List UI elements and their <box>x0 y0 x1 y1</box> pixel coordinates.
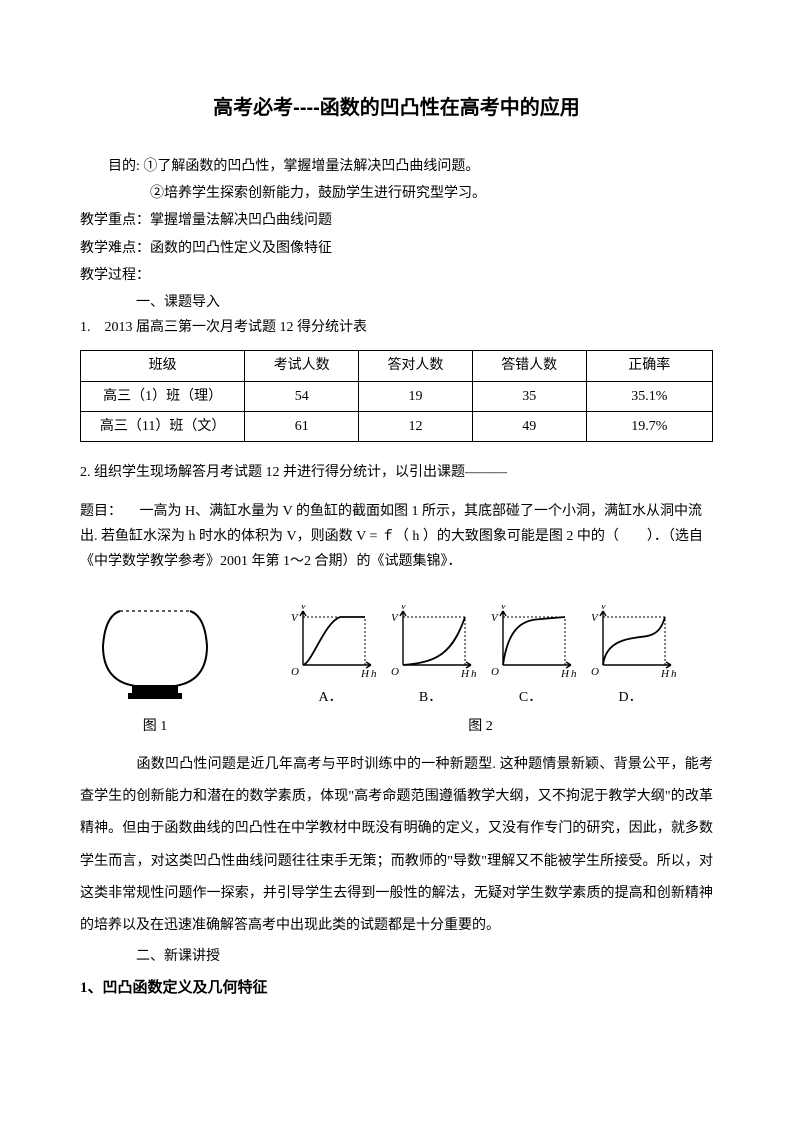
figure-1-box: 图 1 <box>80 591 230 739</box>
subheading-1: 1、凹凸函数定义及几何特征 <box>80 975 713 1002</box>
svg-text:h: h <box>471 668 477 680</box>
graph-option: vV O Hh A． <box>285 605 377 710</box>
table-cell: 35.1% <box>586 381 712 411</box>
svg-text:v: v <box>501 605 506 612</box>
svg-text:V: V <box>591 612 599 624</box>
goal-1: ①了解函数的凹凸性，掌握增量法解决凹凸曲线问题。 <box>143 159 479 174</box>
svg-text:v: v <box>601 605 606 612</box>
table-header-cell: 答错人数 <box>472 351 586 381</box>
table-cell: 54 <box>245 381 359 411</box>
item-1: 1. 2013 届高三第一次月考试题 12 得分统计表 <box>80 315 713 340</box>
graph-option-label: B． <box>385 685 477 710</box>
table-header-cell: 班级 <box>81 351 245 381</box>
svg-text:O: O <box>591 666 599 678</box>
diff-text: 函数的凹凸性定义及图像特征 <box>150 241 332 256</box>
svg-text:O: O <box>391 666 399 678</box>
graph-option-label: A． <box>285 685 377 710</box>
question-text: 一高为 H、满缸水量为 V 的鱼缸的截面如图 1 所示，其底部碰了一个小洞，满缸… <box>80 504 703 569</box>
table-cell: 19 <box>359 381 473 411</box>
score-table: 班级考试人数答对人数答错人数正确率 高三（1）班（理）54193535.1%高三… <box>80 350 713 442</box>
proc-label: 教学过程： <box>80 263 713 288</box>
table-header-row: 班级考试人数答对人数答错人数正确率 <box>81 351 713 381</box>
item-2: 2. 组织学生现场解答月考试题 12 并进行得分统计，以引出课题——— <box>80 460 713 485</box>
figure-2-box: vVOHhA．vVOHhB．vVOHhC．vVOHhD． 图 2 <box>248 605 713 739</box>
graph-option: vV O Hh D． <box>585 605 677 710</box>
goal-label: 目的: <box>108 159 140 174</box>
svg-text:V: V <box>491 612 499 624</box>
focus-line: 教学重点：掌握增量法解决凹凸曲线问题 <box>80 208 713 233</box>
curve-graph-icon: vV O Hh <box>385 605 477 683</box>
table-cell: 35 <box>472 381 586 411</box>
curve-graph-icon: vV O Hh <box>285 605 377 683</box>
table-cell: 49 <box>472 411 586 441</box>
body-paragraph: 函数凹凸性问题是近几年高考与平时训练中的一种新题型. 这种题情景新颖、背景公平，… <box>80 749 713 942</box>
fishbowl-icon <box>85 591 225 701</box>
graph-option-label: C． <box>485 685 577 710</box>
table-cell: 61 <box>245 411 359 441</box>
table-cell: 高三（11）班（文） <box>81 411 245 441</box>
page-title: 高考必考----函数的凹凸性在高考中的应用 <box>80 90 713 126</box>
figure-row: 图 1 vVOHhA．vVOHhB．vVOHhC．vVOHhD． 图 2 <box>80 591 713 739</box>
diff-line: 教学难点：函数的凹凸性定义及图像特征 <box>80 236 713 261</box>
figure-2-caption: 图 2 <box>248 714 713 739</box>
svg-text:O: O <box>491 666 499 678</box>
svg-text:h: h <box>671 668 677 680</box>
svg-text:H: H <box>360 668 370 680</box>
table-row: 高三（11）班（文）61124919.7% <box>81 411 713 441</box>
question-block: 题目： 一高为 H、满缸水量为 V 的鱼缸的截面如图 1 所示，其底部碰了一个小… <box>80 499 713 575</box>
table-row: 高三（1）班（理）54193535.1% <box>81 381 713 411</box>
svg-text:O: O <box>291 666 299 678</box>
curve-graph-icon: vV O Hh <box>585 605 677 683</box>
section-1-heading: 一、课题导入 <box>80 290 713 315</box>
goal-line-1: 目的: ①了解函数的凹凸性，掌握增量法解决凹凸曲线问题。 <box>80 154 713 179</box>
svg-text:H: H <box>660 668 670 680</box>
table-header-cell: 答对人数 <box>359 351 473 381</box>
table-cell: 高三（1）班（理） <box>81 381 245 411</box>
focus-label: 教学重点： <box>80 213 150 228</box>
figure-1-caption: 图 1 <box>80 714 230 739</box>
question-label: 题目： <box>80 504 122 519</box>
graph-option: vV O Hh B． <box>385 605 477 710</box>
table-body: 高三（1）班（理）54193535.1%高三（11）班（文）61124919.7… <box>81 381 713 441</box>
graph-option: vV O Hh C． <box>485 605 577 710</box>
table-header-cell: 考试人数 <box>245 351 359 381</box>
svg-text:h: h <box>371 668 377 680</box>
svg-text:v: v <box>301 605 306 612</box>
svg-text:h: h <box>571 668 577 680</box>
graph-row: vVOHhA．vVOHhB．vVOHhC．vVOHhD． <box>248 605 713 710</box>
goal-2: ②培养学生探索创新能力，鼓励学生进行研究型学习。 <box>80 181 713 206</box>
svg-text:v: v <box>401 605 406 612</box>
table-cell: 19.7% <box>586 411 712 441</box>
svg-text:H: H <box>460 668 470 680</box>
svg-text:V: V <box>291 612 299 624</box>
diff-label: 教学难点： <box>80 241 150 256</box>
svg-text:V: V <box>391 612 399 624</box>
table-header-cell: 正确率 <box>586 351 712 381</box>
section-2-heading: 二、新课讲授 <box>80 944 713 969</box>
table-cell: 12 <box>359 411 473 441</box>
focus-text: 掌握增量法解决凹凸曲线问题 <box>150 213 332 228</box>
svg-text:H: H <box>560 668 570 680</box>
curve-graph-icon: vV O Hh <box>485 605 577 683</box>
graph-option-label: D． <box>585 685 677 710</box>
